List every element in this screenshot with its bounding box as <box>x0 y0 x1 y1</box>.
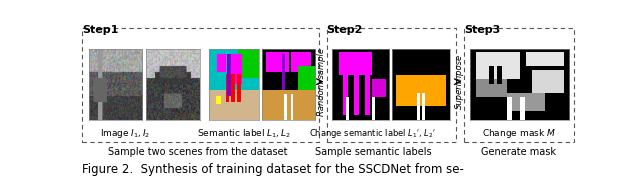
Text: Random sample: Random sample <box>317 48 326 116</box>
Bar <box>465 28 573 142</box>
Text: Image $I_1, I_2$: Image $I_1, I_2$ <box>99 127 150 140</box>
Text: Sample two scenes from the dataset: Sample two scenes from the dataset <box>108 146 288 157</box>
Bar <box>326 28 456 142</box>
Text: Sample semantic labels: Sample semantic labels <box>316 146 432 157</box>
Text: Change mask $M$: Change mask $M$ <box>482 127 556 140</box>
Text: Step1: Step1 <box>83 25 119 35</box>
Text: Semantic label $L_1, L_2$: Semantic label $L_1, L_2$ <box>196 127 291 140</box>
Text: Superimpose: Superimpose <box>455 54 464 109</box>
Text: Change semantic label $L_1{}'$, $L_2{}'$: Change semantic label $L_1{}'$, $L_2{}'$ <box>309 127 436 140</box>
Text: Figure 2.  Synthesis of training dataset for the SSCDNet from se-: Figure 2. Synthesis of training dataset … <box>83 163 465 176</box>
Text: Step3: Step3 <box>465 25 500 35</box>
Bar <box>83 28 319 142</box>
Text: Generate mask: Generate mask <box>481 146 556 157</box>
Text: Step2: Step2 <box>326 25 363 35</box>
